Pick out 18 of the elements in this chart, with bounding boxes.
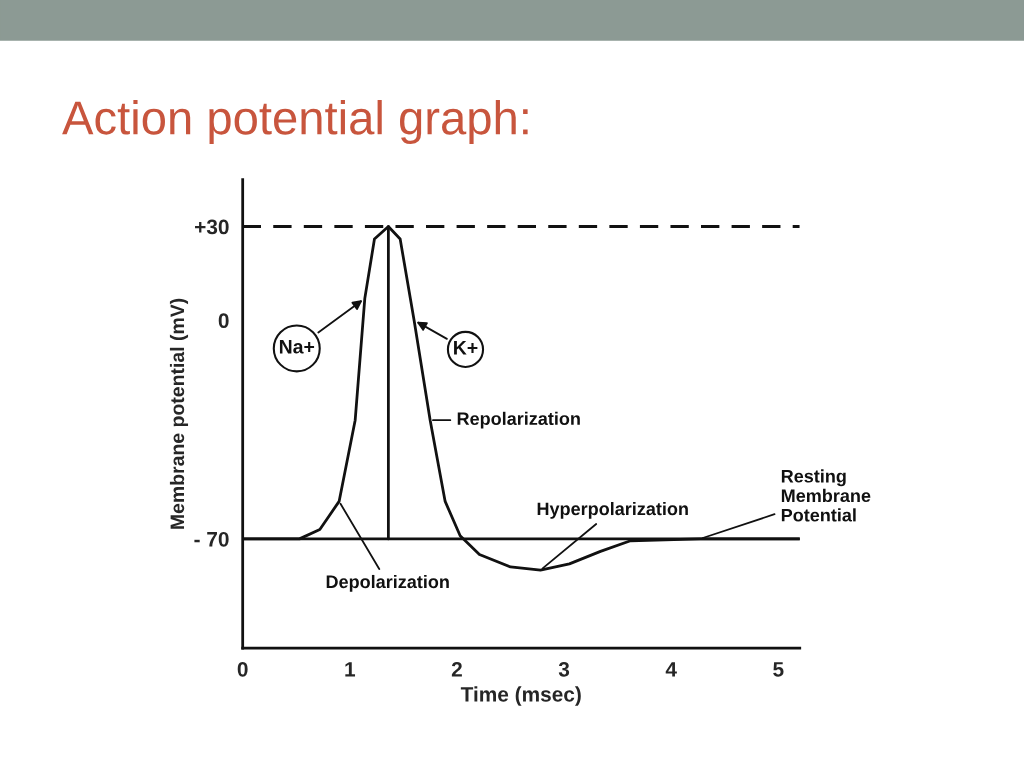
x-tick-label: 4: [665, 662, 677, 677]
x-tick-label: 3: [558, 661, 570, 677]
x-tick-label: 2: [451, 661, 462, 677]
annotation: Repolarization: [457, 411, 580, 429]
y-tick-label: - 70: [194, 531, 229, 547]
y-axis-title: Membrane potential (mV): [169, 298, 189, 529]
x-tick-label: 0: [237, 661, 248, 677]
y-tick-label: +30: [195, 219, 229, 235]
annotation: Hyperpolarization: [537, 501, 688, 519]
annotation: Resting Membrane Potential: [781, 469, 871, 522]
chart-title: Action potential graph:: [62, 99, 528, 145]
annotation: K+: [454, 341, 478, 355]
annotation: Na+: [279, 340, 315, 354]
x-tick-label: 1: [345, 662, 356, 677]
annotation: Depolarization: [326, 574, 449, 592]
x-tick-label: 5: [773, 662, 784, 677]
y-tick-label: 0: [218, 313, 229, 329]
x-axis-title: Time (msec): [460, 686, 581, 706]
